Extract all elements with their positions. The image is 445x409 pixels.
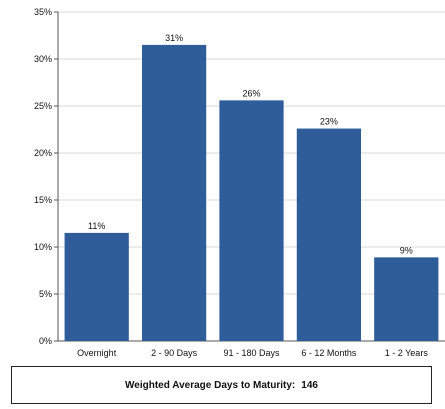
- bars: [64, 44, 439, 342]
- y-tick-label: 15%: [34, 195, 52, 205]
- weighted-average-value: 146: [301, 379, 318, 391]
- y-tick-label: 5%: [39, 289, 52, 299]
- y-tick-label: 10%: [34, 242, 52, 252]
- y-tick-label: 0%: [39, 336, 52, 346]
- x-tick-label: 1 - 2 Years: [385, 348, 429, 358]
- bar-value-label: 26%: [242, 88, 260, 98]
- bar: [64, 232, 129, 341]
- y-tick-label: 25%: [34, 101, 52, 111]
- bar-value-label: 11%: [88, 221, 105, 231]
- weighted-average-label: Weighted Average Days to Maturity:: [125, 379, 296, 391]
- y-tick-label: 30%: [34, 54, 52, 64]
- bar-value-label: 31%: [165, 33, 183, 43]
- bar: [296, 128, 362, 341]
- y-tick-label: 20%: [34, 148, 52, 158]
- y-tick-label: 35%: [34, 7, 52, 17]
- x-tick-label: 2 - 90 Days: [151, 348, 198, 358]
- bar-value-labels: 11% 31% 26% 23% 9%: [88, 33, 413, 255]
- bar: [141, 44, 207, 342]
- bar-value-label: 9%: [400, 245, 413, 255]
- x-tick-label: 91 - 180 Days: [223, 348, 280, 358]
- x-tick-label: 6 - 12 Months: [301, 348, 357, 358]
- weighted-average-box: Weighted Average Days to Maturity: 146: [11, 366, 432, 404]
- x-tick-labels: Overnight 2 - 90 Days 91 - 180 Days 6 - 12 …: [77, 348, 428, 358]
- bar: [374, 257, 439, 341]
- bar-chart: 0% 5% 10% 15% 20% 25% 30% 35% 11% 31% 26% 23% 9% Ov…: [34, 7, 445, 358]
- bar: [219, 100, 284, 341]
- x-tick-label: Overnight: [77, 348, 117, 358]
- bar-value-label: 23%: [320, 117, 338, 127]
- y-tick-labels: 0% 5% 10% 15% 20% 25% 30% 35%: [34, 7, 52, 346]
